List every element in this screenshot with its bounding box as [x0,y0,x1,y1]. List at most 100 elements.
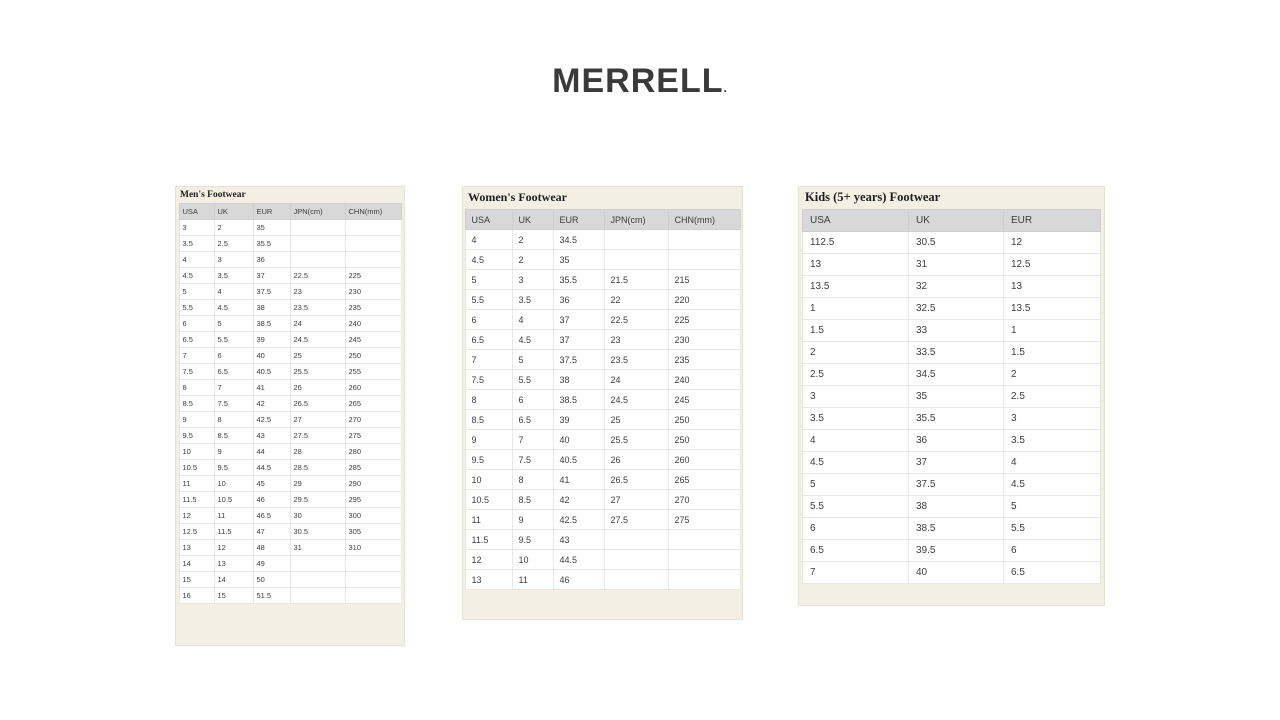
table-cell [667,249,741,270]
table-row: 13.5 32 13 [802,275,1101,298]
womens-footwear-table: USA UK EUR JPN(cm) CHN(mm) 4 2 34.5 4.5 2 35 5 3 35.5… [464,209,741,590]
table-cell: 36 [552,289,605,310]
table-cell: 38 [252,299,291,316]
table-cell: 12 [213,539,254,556]
mens-footwear-panel: Men's Footwear USA UK EUR JPN(cm) CHN(mm) 3 2 3… [175,186,405,646]
table-cell: 48 [252,539,291,556]
table-cell: 4 [464,229,513,250]
table-cell: 21.5 [603,269,669,290]
table-cell: 265 [344,395,402,412]
table-cell: 35.5 [908,407,1004,430]
table-cell: 44.5 [552,549,605,570]
table-cell [289,251,346,268]
table-cell: 230 [667,329,741,350]
table-cell: 11 [464,509,513,530]
table-cell: 23.5 [289,299,346,316]
table-cell: 305 [344,523,402,540]
table-cell: 9.5 [511,529,554,550]
table-row: 3.5 2.5 35.5 [178,235,402,252]
table-row: 11.5 10.5 46 29.5 295 [178,491,402,508]
table-cell: 26.5 [289,395,346,412]
table-row: 13 31 12.5 [802,253,1101,276]
table-row: 3 2 35 [178,219,402,236]
table-cell: 2 [511,229,554,250]
table-cell: 5.5 [178,299,215,316]
table-cell: 44 [252,443,291,460]
table-cell: 37 [252,267,291,284]
table-cell: 310 [344,539,402,556]
table-cell: 225 [667,309,741,330]
table-cell: 215 [667,269,741,290]
table-cell: 11.5 [464,529,513,550]
table-cell: 26.5 [603,469,669,490]
table-cell [289,219,346,236]
table-cell: 220 [667,289,741,310]
table-cell [344,587,402,604]
table-cell: 5 [178,283,215,300]
column-header: USA [802,209,909,232]
table-cell: 2 [1003,363,1101,386]
table-cell: 40 [252,347,291,364]
table-cell: 7 [511,429,554,450]
table-row: 11 9 42.5 27.5 275 [464,509,741,530]
table-row: 2.5 34.5 2 [802,363,1101,386]
table-cell: 22 [603,289,669,310]
table-cell [603,229,669,250]
table-row: 9.5 7.5 40.5 26 260 [464,449,741,470]
table-row: 12 11 46.5 30 300 [178,507,402,524]
table-cell: 2.5 [802,363,909,386]
column-header: UK [511,209,554,230]
table-cell: 42 [252,395,291,412]
kids-footwear-panel: Kids (5+ years) Footwear USA UK EUR 112.5 30… [798,186,1105,606]
table-cell: 13 [213,555,254,572]
table-cell: 4 [1003,451,1101,474]
table-row: 5.5 4.5 38 23.5 235 [178,299,402,316]
table-cell: 13 [1003,275,1101,298]
table-cell: 6 [802,517,909,540]
table-cell: 225 [344,267,402,284]
table-cell: 41 [252,379,291,396]
table-cell: 3.5 [1003,429,1101,452]
table-cell: 265 [667,469,741,490]
table-cell [344,235,402,252]
table-row: 7 6 40 25 250 [178,347,402,364]
table-cell: 29.5 [289,491,346,508]
table-cell: 11 [511,569,554,590]
table-row: 12.5 11.5 47 30.5 305 [178,523,402,540]
table-cell: 240 [667,369,741,390]
table-cell: 38.5 [252,315,291,332]
table-row: 6 5 38.5 24 240 [178,315,402,332]
table-row: 7.5 6.5 40.5 25.5 255 [178,363,402,380]
table-cell: 235 [344,299,402,316]
table-row: 11.5 9.5 43 [464,529,741,550]
table-cell: 5 [213,315,254,332]
table-cell: 250 [667,409,741,430]
table-cell: 250 [667,429,741,450]
table-cell: 15 [178,571,215,588]
table-cell: 5.5 [464,289,513,310]
table-cell: 1 [802,297,909,320]
womens-footwear-panel: Women's Footwear USA UK EUR JPN(cm) CHN(mm) 4… [462,186,743,620]
table-row: 5 4 37.5 23 230 [178,283,402,300]
table-cell [289,587,346,604]
table-cell [603,569,669,590]
column-header: UK [908,209,1004,232]
table-cell: 25.5 [289,363,346,380]
table-row: 11 10 45 29 290 [178,475,402,492]
table-cell: 270 [667,489,741,510]
table-cell: 6.5 [1003,561,1101,584]
table-cell: 39 [552,409,605,430]
table-cell: 34.5 [908,363,1004,386]
table-cell: 9 [511,509,554,530]
table-cell: 5 [511,349,554,370]
table-row: 16 15 51.5 [178,587,402,604]
table-cell: 11 [178,475,215,492]
table-cell: 38 [908,495,1004,518]
table-cell: 38 [552,369,605,390]
table-cell: 50 [252,571,291,588]
table-cell: 295 [344,491,402,508]
table-row: 6 4 37 22.5 225 [464,309,741,330]
table-cell: 9.5 [213,459,254,476]
table-row: 10 9 44 28 280 [178,443,402,460]
table-row: 6.5 4.5 37 23 230 [464,329,741,350]
